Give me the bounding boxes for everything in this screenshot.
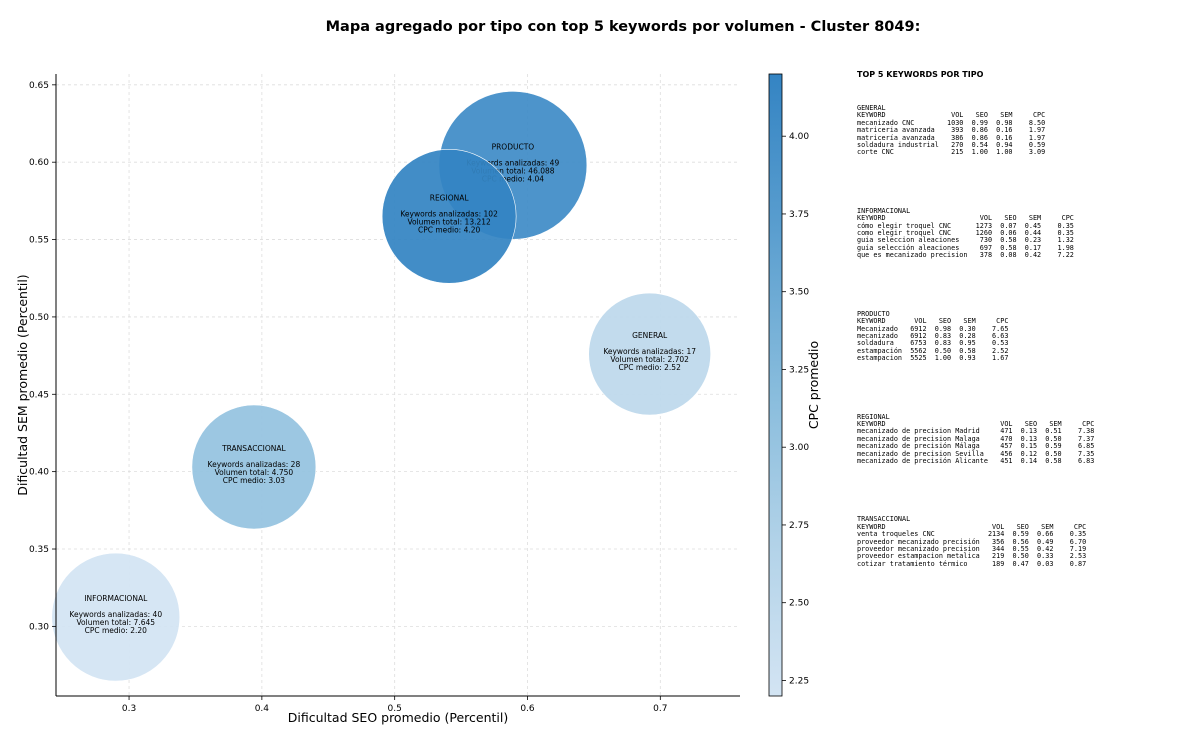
bubble-stat: Keywords analizadas: 40 xyxy=(69,610,162,619)
y-tick-label: 0.65 xyxy=(29,81,49,91)
bubble-stat: Volumen total: 7.645 xyxy=(76,618,155,627)
x-tick-label: 0.4 xyxy=(255,704,270,714)
bubble-stat: Volumen total: 13.212 xyxy=(407,217,491,226)
colorbar-tick-label: 3.00 xyxy=(789,443,809,453)
bubble-stat: Volumen total: 4.750 xyxy=(215,468,294,477)
y-tick-label: 0.45 xyxy=(29,390,49,400)
x-tick-label: 0.3 xyxy=(122,704,136,714)
bubble xyxy=(51,552,181,682)
colorbar-tick-label: 2.75 xyxy=(789,521,809,531)
axes: 0.3 0.4 0.5 0.6 0.7 0.30 0.35 0.40 0.45 0.50 0.55 0… xyxy=(29,74,740,714)
keyword-table: GENERAL KEYWORD VOL SEO SEM CPC mecaniza… xyxy=(857,104,1187,157)
keyword-table-text: INFORMACIONAL KEYWORD VOL SEO SEM CPC có… xyxy=(857,206,1074,260)
keyword-table-text: REGIONAL KEYWORD VOL SEO SEM CPC mecaniz… xyxy=(857,412,1095,465)
colorbar-tick-label: 3.25 xyxy=(789,365,809,375)
colorbar-tick-label: 3.75 xyxy=(789,210,809,220)
y-tick-label: 0.40 xyxy=(29,468,49,478)
bubble xyxy=(381,149,517,284)
y-tick-label: 0.60 xyxy=(29,158,49,168)
keyword-table: INFORMACIONAL KEYWORD VOL SEO SEM CPC có… xyxy=(857,206,1187,260)
colorbar-tick-label: 2.25 xyxy=(789,676,809,686)
colorbar-tick-label: 2.50 xyxy=(789,599,809,609)
bubble-label: INFORMACIONAL xyxy=(84,594,148,603)
x-axis-label: Dificultad SEO promedio (Percentil) xyxy=(288,710,508,725)
bubble-label: TRANSACCIONAL xyxy=(221,444,286,453)
bubble-stat: Volumen total: 2.702 xyxy=(610,355,689,364)
bubble-label: REGIONAL xyxy=(430,193,470,202)
colorbar: 2.25 2.50 2.75 3.00 3.25 3.50 3.75 4.00 xyxy=(768,73,809,697)
bubble-stat: CPC medio: 2.20 xyxy=(85,626,148,635)
x-tick-label: 0.7 xyxy=(653,704,667,714)
bubble-stat: CPC medio: 3.03 xyxy=(223,476,286,485)
colorbar-tick-label: 4.00 xyxy=(789,132,809,142)
bubble xyxy=(191,404,317,530)
y-tick-label: 0.55 xyxy=(29,236,49,246)
bubble-label: GENERAL xyxy=(632,331,668,340)
keyword-table-text: TRANSACCIONAL KEYWORD VOL SEO SEM CPC ve… xyxy=(857,515,1087,568)
y-axis-label: Dificultad SEM promedio (Percentil) xyxy=(15,274,30,495)
keyword-groups: GENERAL KEYWORD VOL SEO SEM CPC mecaniza… xyxy=(857,104,1187,568)
keyword-table-text: PRODUCTO KEYWORD VOL SEO SEM CPC Mecaniz… xyxy=(857,309,1009,363)
keyword-table: REGIONAL KEYWORD VOL SEO SEM CPC mecaniz… xyxy=(857,412,1187,466)
bubble-stat: Volumen total: 46.088 xyxy=(471,166,555,175)
y-tick-label: 0.50 xyxy=(29,313,49,323)
bubble-stat: Keywords analizadas: 49 xyxy=(467,158,560,167)
keyword-sidebar: TOP 5 KEYWORDS POR TIPO GENERAL KEYWORD … xyxy=(857,70,1187,568)
bubble-label: PRODUCTO xyxy=(492,142,535,151)
keyword-table: PRODUCTO KEYWORD VOL SEO SEM CPC Mecaniz… xyxy=(857,309,1187,363)
bubble-stat: Keywords analizadas: 17 xyxy=(603,347,696,356)
x-tick-label: 0.6 xyxy=(520,704,535,714)
bubble-stat: CPC medio: 4.20 xyxy=(418,225,481,234)
keyword-table-text: GENERAL KEYWORD VOL SEO SEM CPC mecaniza… xyxy=(857,104,1046,157)
chart-title: Mapa agregado por tipo con top 5 keyword… xyxy=(326,19,921,35)
colorbar-label: CPC promedio xyxy=(806,341,821,429)
sidebar-title: TOP 5 KEYWORDS POR TIPO xyxy=(857,70,984,79)
y-tick-label: 0.30 xyxy=(29,622,49,632)
x-tick-label: 0.5 xyxy=(388,704,402,714)
colorbar-tick-label: 3.50 xyxy=(789,288,809,298)
bubble-stat: CPC medio: 2.52 xyxy=(619,363,682,372)
y-tick-label: 0.35 xyxy=(29,545,49,555)
colorbar-gradient xyxy=(768,73,783,697)
bubble-stat: Keywords analizadas: 102 xyxy=(400,209,498,218)
bubble xyxy=(588,292,711,416)
bubble-stat: Keywords analizadas: 28 xyxy=(208,460,301,469)
keyword-table: TRANSACCIONAL KEYWORD VOL SEO SEM CPC ve… xyxy=(857,516,1187,568)
bubble-stat: CPC medio: 4.04 xyxy=(482,174,545,183)
